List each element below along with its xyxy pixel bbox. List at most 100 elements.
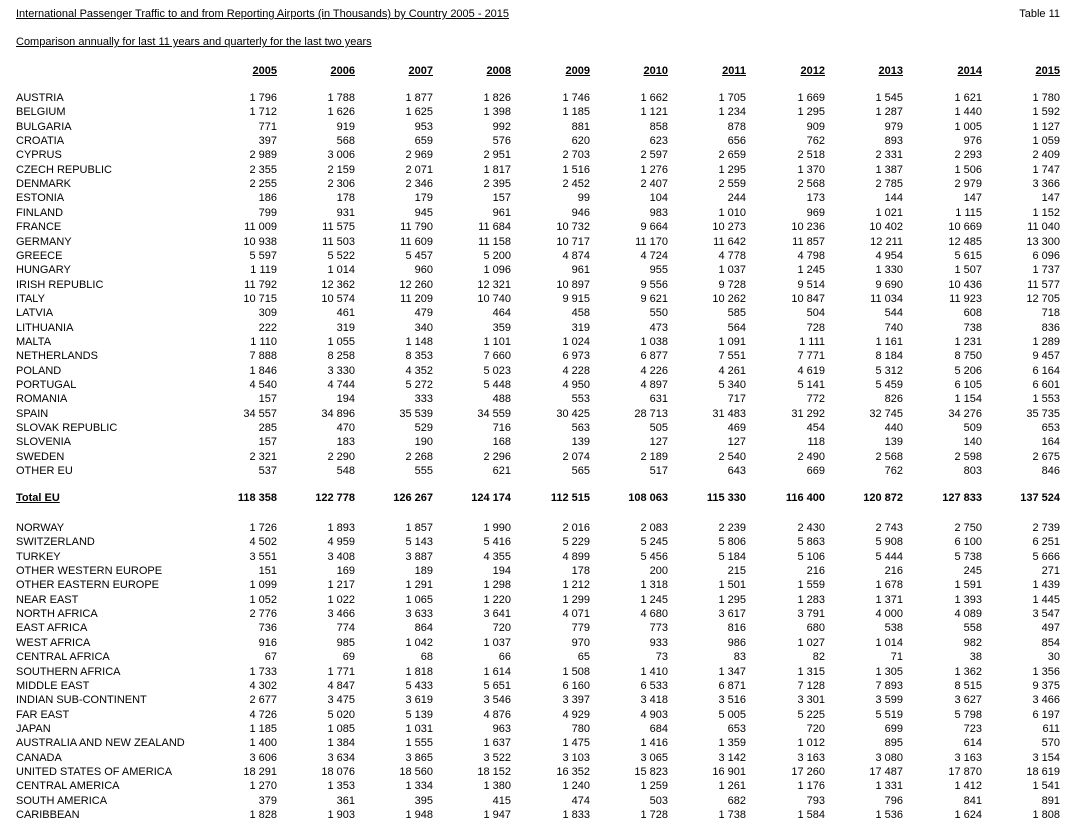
cell-2011: 31 483 bbox=[712, 408, 746, 420]
cell-2011: 1 359 bbox=[718, 737, 746, 749]
cell-2015: 1 541 bbox=[1032, 780, 1060, 792]
cell-2014: 127 833 bbox=[942, 492, 982, 504]
cell-2007: 35 539 bbox=[399, 408, 433, 420]
cell-2008: 621 bbox=[492, 465, 511, 477]
row-label: ROMANIA bbox=[16, 393, 68, 405]
cell-2014: 1 005 bbox=[954, 121, 982, 133]
row-label: IRISH REPUBLIC bbox=[16, 279, 104, 291]
cell-2006: 2 306 bbox=[327, 178, 355, 190]
cell-2006: 5 522 bbox=[327, 250, 355, 262]
table-row: MALTA 1 110 1 055 1 148 1 101 1 024 1 038 1 091… bbox=[0, 336, 1084, 350]
cell-2009: 6 160 bbox=[562, 680, 590, 692]
cell-2011: 16 901 bbox=[712, 766, 746, 778]
cell-2008: 157 bbox=[492, 192, 511, 204]
cell-2005: 1 185 bbox=[249, 723, 277, 735]
cell-2011: 1 091 bbox=[718, 336, 746, 348]
cell-2007: 1 555 bbox=[405, 737, 433, 749]
cell-2015: 11 040 bbox=[1027, 221, 1060, 233]
cell-2012: 762 bbox=[806, 135, 825, 147]
cell-2005: 1 828 bbox=[249, 809, 277, 821]
cell-2013: 1 536 bbox=[875, 809, 903, 821]
cell-2007: 479 bbox=[414, 307, 433, 319]
cell-2009: 4 950 bbox=[562, 379, 590, 391]
row-label: FAR EAST bbox=[16, 709, 70, 721]
cell-2013: 5 312 bbox=[875, 365, 903, 377]
cell-2012: 909 bbox=[806, 121, 825, 133]
cell-2006: 12 362 bbox=[321, 279, 355, 291]
cell-2015: 1 152 bbox=[1032, 207, 1060, 219]
cell-2014: 2 598 bbox=[954, 451, 982, 463]
cell-2006: 34 896 bbox=[321, 408, 355, 420]
cell-2011: 986 bbox=[727, 637, 746, 649]
cell-2010: 1 038 bbox=[640, 336, 668, 348]
cell-2012: 3 301 bbox=[797, 694, 825, 706]
cell-2013: 5 519 bbox=[875, 709, 903, 721]
cell-2009: 3 397 bbox=[562, 694, 590, 706]
cell-2014: 614 bbox=[963, 737, 982, 749]
cell-2012: 7 771 bbox=[797, 350, 825, 362]
table-row: NEAR EAST 1 052 1 022 1 065 1 220 1 299 1 245 1… bbox=[0, 594, 1084, 608]
cell-2007: 189 bbox=[414, 565, 433, 577]
cell-2005: 1 110 bbox=[250, 336, 277, 348]
cell-2013: 1 678 bbox=[875, 579, 903, 591]
cell-2011: 1 705 bbox=[718, 92, 746, 104]
cell-2014: 4 089 bbox=[954, 608, 982, 620]
cell-2010: 73 bbox=[655, 651, 668, 663]
cell-2008: 4 355 bbox=[483, 551, 511, 563]
cell-2005: 4 302 bbox=[249, 680, 277, 692]
cell-2013: 796 bbox=[884, 795, 903, 807]
cell-2012: 1 176 bbox=[797, 780, 825, 792]
row-label: CANADA bbox=[16, 752, 62, 764]
table-row: GREECE 5 597 5 522 5 457 5 200 4 874 4 724 4 77… bbox=[0, 250, 1084, 264]
cell-2015: 1 737 bbox=[1032, 264, 1060, 276]
table-row: OTHER EU 537 548 555 621 565 517 643 669 762 803 84… bbox=[0, 465, 1084, 479]
cell-2012: 173 bbox=[806, 192, 825, 204]
row-label: GERMANY bbox=[16, 236, 72, 248]
cell-2013: 139 bbox=[884, 436, 903, 448]
cell-2005: 397 bbox=[258, 135, 277, 147]
cell-2009: 1 185 bbox=[562, 106, 590, 118]
cell-2014: 17 870 bbox=[948, 766, 982, 778]
cell-2009: 4 071 bbox=[562, 608, 590, 620]
cell-2011: 656 bbox=[727, 135, 746, 147]
cell-2015: 6 096 bbox=[1032, 250, 1060, 262]
cell-2013: 544 bbox=[884, 307, 903, 319]
row-label: NORWAY bbox=[16, 522, 65, 534]
cell-2011: 5 184 bbox=[718, 551, 746, 563]
cell-2006: 4 959 bbox=[327, 536, 355, 548]
cell-2005: 379 bbox=[258, 795, 277, 807]
cell-2005: 4 502 bbox=[249, 536, 277, 548]
cell-2008: 5 448 bbox=[483, 379, 511, 391]
cell-2008: 34 559 bbox=[477, 408, 511, 420]
cell-2010: 5 245 bbox=[640, 536, 668, 548]
cell-2009: 970 bbox=[571, 637, 590, 649]
table-row: AUSTRALIA AND NEW ZEALAND 1 400 1 384 1 555… bbox=[0, 737, 1084, 751]
cell-2008: 576 bbox=[492, 135, 511, 147]
cell-2009: 458 bbox=[571, 307, 590, 319]
cell-2015: 836 bbox=[1041, 322, 1060, 334]
cell-2008: 1 990 bbox=[483, 522, 511, 534]
cell-2008: 716 bbox=[492, 422, 511, 434]
cell-2009: 946 bbox=[571, 207, 590, 219]
cell-2008: 2 951 bbox=[483, 149, 511, 161]
cell-2011: 816 bbox=[727, 622, 746, 634]
year-header-2013: 2013 bbox=[878, 65, 903, 77]
cell-2011: 127 bbox=[727, 436, 746, 448]
cell-2005: 7 888 bbox=[249, 350, 277, 362]
cell-2013: 9 690 bbox=[875, 279, 903, 291]
cell-2010: 858 bbox=[649, 121, 668, 133]
cell-2008: 1 398 bbox=[483, 106, 511, 118]
cell-2010: 4 897 bbox=[640, 379, 668, 391]
cell-2007: 179 bbox=[414, 192, 433, 204]
year-header-2011: 2011 bbox=[722, 65, 746, 77]
cell-2005: 157 bbox=[258, 436, 277, 448]
table-row: SOUTHERN AFRICA 1 733 1 771 1 818 1 614 1 508… bbox=[0, 666, 1084, 680]
table-row: NETHERLANDS 7 888 8 258 8 353 7 660 6 973 6 87… bbox=[0, 350, 1084, 364]
row-label: CENTRAL AMERICA bbox=[16, 780, 120, 792]
cell-2014: 976 bbox=[963, 135, 982, 147]
cell-2007: 5 272 bbox=[405, 379, 433, 391]
cell-2010: 3 065 bbox=[640, 752, 668, 764]
cell-2012: 728 bbox=[806, 322, 825, 334]
cell-2008: 1 637 bbox=[483, 737, 511, 749]
table-row: CARIBBEAN 1 828 1 903 1 948 1 947 1 833 1 728 1… bbox=[0, 809, 1084, 823]
